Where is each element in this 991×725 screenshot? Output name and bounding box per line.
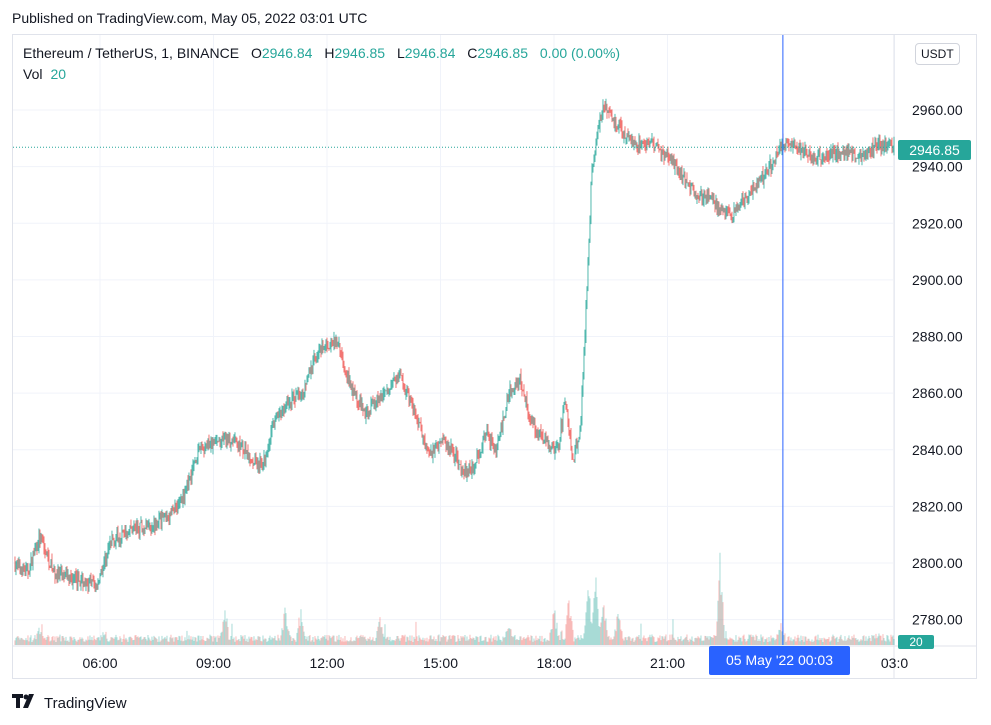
candle-series (14, 98, 895, 594)
grid-lines (13, 35, 895, 645)
legend-close-value: 2946.85 (477, 45, 528, 61)
y-tick-label: 2860.00 (912, 385, 963, 401)
legend-high-value: 2946.85 (334, 45, 386, 61)
crosshair-time-label: 05 May '22 00:03 (709, 646, 850, 675)
ohlc-legend: Ethereum / TetherUS, 1, BINANCE O2946.84… (23, 45, 620, 61)
x-tick-label: 09:00 (196, 655, 231, 671)
volume-legend-key: Vol (23, 66, 43, 82)
volume-legend-value: 20 (50, 66, 67, 82)
x-tick-label: 03:0 (881, 655, 908, 671)
chart-frame (12, 34, 977, 679)
x-tick-label: 21:00 (650, 655, 685, 671)
legend-symbol[interactable]: Ethereum / TetherUS, 1, BINANCE (23, 45, 240, 61)
y-tick-label: 2800.00 (912, 555, 963, 571)
last-price-tag: 2946.85 (898, 140, 971, 160)
y-tick-label: 2940.00 (912, 159, 963, 175)
legend-low-key: L (396, 45, 405, 61)
legend-change: 0.00 (0.00%) (539, 45, 621, 61)
legend-open-value: 2946.84 (261, 45, 313, 61)
volume-legend: Vol 20 (23, 66, 66, 82)
x-tick-label: 12:00 (309, 655, 344, 671)
legend-close-key: C (467, 45, 478, 61)
y-tick-label: 2820.00 (912, 498, 963, 514)
x-tick-label: 15:00 (423, 655, 458, 671)
legend-high-key: H (324, 45, 335, 61)
y-tick-label: 2960.00 (912, 102, 963, 118)
legend-low-value: 2946.84 (404, 45, 456, 61)
y-tick-label: 2840.00 (912, 442, 963, 458)
x-tick-label: 06:00 (82, 655, 117, 671)
published-note: Published on TradingView.com, May 05, 20… (12, 10, 368, 26)
volume-series (14, 552, 895, 645)
x-tick-label: 18:00 (536, 655, 571, 671)
y-tick-label: 2920.00 (912, 215, 963, 231)
tradingview-brand[interactable]: TradingView (12, 694, 127, 712)
tradingview-logo-icon (12, 694, 38, 712)
volume-tag: 20 (898, 635, 934, 649)
brand-name: TradingView (44, 694, 127, 712)
currency-button[interactable]: USDT (915, 43, 960, 65)
y-tick-label: 2780.00 (912, 612, 963, 628)
y-tick-label: 2900.00 (912, 272, 963, 288)
legend-open-key: O (250, 45, 262, 61)
y-tick-label: 2880.00 (912, 329, 963, 345)
